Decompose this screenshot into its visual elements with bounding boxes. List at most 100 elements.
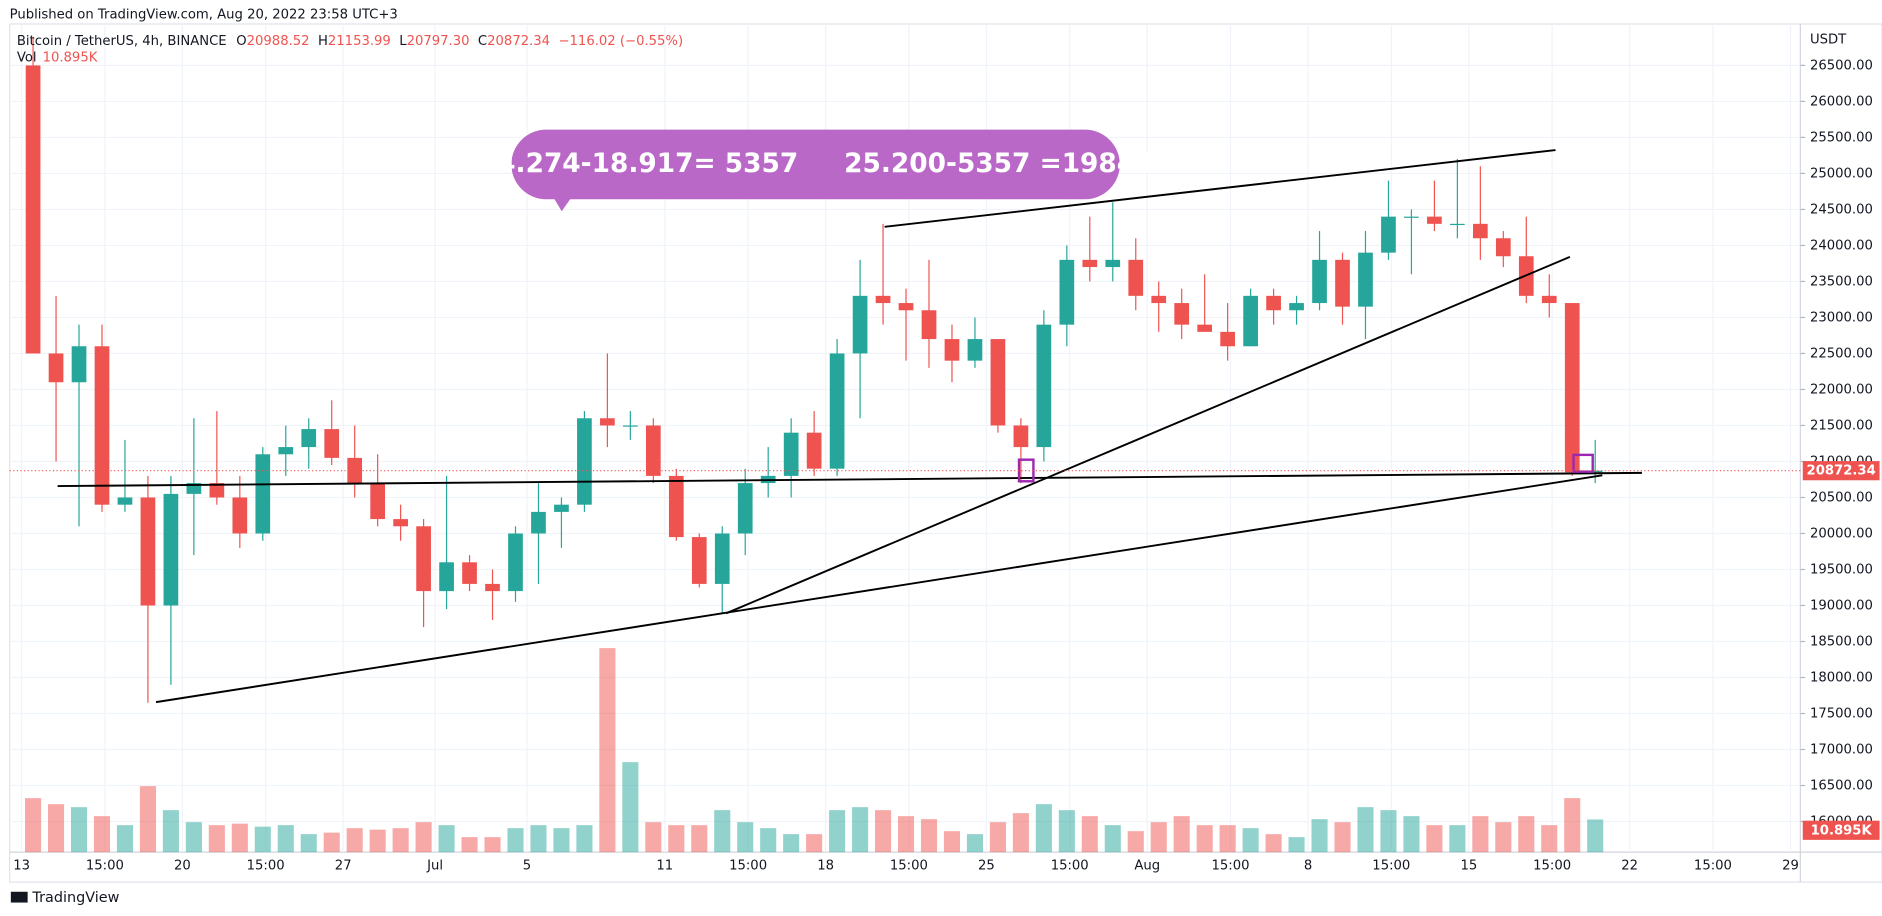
candle-body	[1358, 252, 1373, 307]
ohlc-value: 20872.34	[487, 34, 550, 49]
candle-body	[1564, 303, 1580, 473]
y-tick-label: 16500.00	[1810, 779, 1873, 794]
volume-bar	[1334, 822, 1351, 853]
volume-bar	[530, 825, 547, 853]
volume-bar	[1311, 819, 1328, 853]
marker-box	[1572, 453, 1594, 473]
candle-body	[140, 497, 156, 606]
candle-body	[485, 583, 500, 592]
volume-bar	[943, 831, 961, 853]
candle-body	[416, 526, 431, 592]
candle-body	[806, 432, 822, 469]
volume-bar	[1104, 825, 1121, 853]
footer-text: TradingView	[31, 890, 119, 906]
y-tick-label: 20000.00	[1810, 526, 1873, 541]
volume-bar	[875, 810, 892, 853]
candle-body	[1335, 259, 1350, 307]
x-tick-label: 22	[1621, 858, 1638, 873]
volume-bar	[507, 828, 524, 853]
volume-bar	[254, 826, 271, 853]
volume-bar	[1357, 807, 1374, 853]
candle-body	[347, 457, 363, 484]
volume-label: Vol	[17, 51, 37, 66]
x-tick-label: 29	[1782, 858, 1799, 873]
candle-body	[1312, 259, 1327, 304]
volume-bar	[438, 825, 455, 853]
volume-bar	[25, 798, 42, 853]
ohlc-key: O	[236, 34, 246, 49]
x-tick-label: 15:00	[86, 858, 124, 873]
last-volume-label: 10.895K	[1811, 823, 1873, 838]
volume-bar	[1380, 810, 1397, 853]
volume-bar	[1403, 816, 1420, 853]
volume-bar	[1196, 825, 1213, 853]
candle-body	[1128, 259, 1144, 296]
y-tick-label: 26000.00	[1810, 94, 1873, 109]
candle-body	[1197, 324, 1213, 332]
volume-bar	[369, 829, 386, 853]
volume-bar	[231, 823, 248, 853]
candle-body	[691, 537, 707, 584]
volume-bar	[139, 786, 156, 853]
volume-bar	[300, 834, 317, 853]
candle-body	[48, 353, 64, 383]
volume-bar	[1495, 822, 1512, 853]
y-tick-label: 21500.00	[1810, 418, 1873, 433]
last-price-tag	[1802, 461, 1880, 481]
volume-bar	[1058, 810, 1075, 853]
x-tick-label: Jul	[426, 858, 443, 873]
volume-bar	[48, 804, 65, 853]
logo-icon	[10, 891, 28, 903]
ohlc-key: H	[318, 34, 328, 49]
y-tick-label: 25500.00	[1810, 130, 1873, 145]
x-tick-label: 15	[1460, 858, 1477, 873]
candle-body	[1243, 295, 1258, 347]
candle-body	[508, 533, 523, 592]
x-tick-label: 15:00	[1533, 858, 1571, 873]
volume-bar	[1472, 816, 1489, 853]
change-value: −116.02 (−0.55%)	[558, 34, 683, 49]
candle-body	[898, 303, 914, 311]
volume-bar	[1242, 828, 1259, 853]
x-tick-label: 27	[335, 858, 352, 873]
candle-body	[324, 429, 340, 458]
footer-logo: TradingView	[10, 890, 120, 906]
y-tick-label: 22000.00	[1810, 382, 1873, 397]
candle-body	[1495, 238, 1511, 257]
candle-body	[737, 483, 753, 534]
volume-bar	[1150, 822, 1167, 853]
currency-label: USDT	[1810, 33, 1847, 48]
candle-body	[117, 497, 133, 505]
candle-body	[990, 339, 1006, 426]
callout: 24.274-18.917= 5357 25.200-5357 =19843	[479, 129, 1154, 212]
candle-body	[1404, 216, 1419, 218]
volume-bar	[1288, 837, 1305, 853]
volume-bar	[484, 837, 501, 853]
candle-body	[967, 339, 983, 361]
candle-body	[531, 511, 546, 534]
y-tick-label: 17000.00	[1810, 743, 1873, 758]
candle-body	[875, 295, 891, 304]
volume-bar	[162, 810, 179, 853]
volume-bar	[553, 828, 570, 853]
candle-body	[163, 493, 179, 606]
candle-body	[668, 475, 684, 538]
volume-bar	[1587, 819, 1604, 853]
volume-bar	[323, 832, 340, 853]
candle-body	[554, 504, 569, 512]
ohlc-key: C	[478, 34, 487, 49]
candle-body	[232, 497, 248, 534]
y-tick-label: 22500.00	[1810, 346, 1873, 361]
candle-body	[1381, 216, 1396, 253]
volume-bar	[760, 828, 777, 853]
volume-bar	[622, 762, 639, 853]
last-volume-tag	[1802, 820, 1880, 840]
candle-body	[209, 483, 225, 498]
y-tick-label: 17500.00	[1810, 707, 1873, 722]
volume-bar	[783, 834, 800, 853]
volume-bar	[1219, 825, 1236, 853]
ohlc-value: 20988.52	[247, 34, 310, 49]
candle-body	[783, 432, 799, 476]
x-tick-label: 15:00	[1694, 858, 1732, 873]
candle-body	[439, 562, 454, 592]
